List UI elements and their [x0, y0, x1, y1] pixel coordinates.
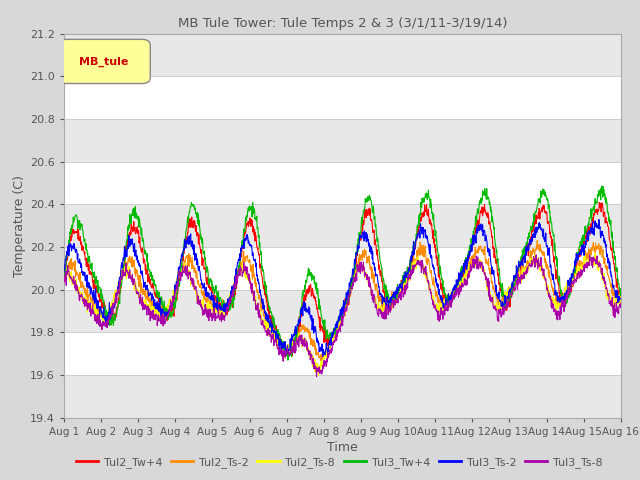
- Tul3_Ts-2: [319, 354, 327, 360]
- Line: Tul3_Ts-8: Tul3_Ts-8: [64, 255, 621, 377]
- Tul2_Ts-8: [318, 362, 326, 368]
- X-axis label: Time: Time: [327, 441, 358, 454]
- Tul3_Tw+4: [103, 309, 111, 315]
- Tul2_Ts-2: [60, 274, 68, 280]
- Legend: Tul2_Tw+4, Tul2_Ts-2, Tul2_Ts-8, Tul3_Tw+4, Tul3_Ts-2, Tul3_Ts-8: Tul2_Tw+4, Tul2_Ts-2, Tul2_Ts-8, Tul3_Tw…: [72, 452, 607, 472]
- Line: Tul2_Ts-2: Tul2_Ts-2: [64, 240, 621, 361]
- Tul2_Tw+4: [60, 270, 68, 276]
- Tul3_Ts-2: [296, 316, 304, 322]
- Tul2_Ts-8: [617, 295, 625, 301]
- Tul3_Ts-8: [103, 325, 111, 331]
- Tul2_Tw+4: [318, 327, 326, 333]
- Tul3_Ts-2: [103, 315, 111, 321]
- Tul2_Ts-2: [378, 297, 385, 302]
- Tul2_Ts-2: [617, 302, 625, 308]
- Tul3_Ts-8: [378, 308, 385, 314]
- Tul3_Ts-2: [595, 216, 603, 222]
- Tul3_Ts-8: [617, 300, 625, 306]
- Title: MB Tule Tower: Tule Temps 2 & 3 (3/1/11-3/19/14): MB Tule Tower: Tule Temps 2 & 3 (3/1/11-…: [178, 17, 507, 30]
- Tul3_Tw+4: [378, 262, 385, 268]
- Tul3_Tw+4: [297, 306, 305, 312]
- Tul2_Ts-2: [318, 352, 326, 358]
- Tul2_Ts-8: [308, 350, 316, 356]
- Bar: [64, 204, 621, 247]
- Line: Tul3_Tw+4: Tul3_Tw+4: [64, 186, 621, 360]
- Tul2_Tw+4: [297, 309, 305, 315]
- Tul3_Ts-2: [318, 343, 326, 348]
- Tul2_Ts-8: [296, 335, 304, 341]
- Tul2_Tw+4: [284, 354, 291, 360]
- Tul3_Tw+4: [284, 357, 292, 363]
- Y-axis label: Temperature (C): Temperature (C): [13, 175, 26, 276]
- Tul2_Tw+4: [595, 200, 603, 205]
- Tul2_Tw+4: [103, 312, 111, 318]
- Tul2_Ts-8: [60, 274, 68, 280]
- Tul2_Ts-8: [315, 372, 323, 378]
- Tul2_Ts-8: [126, 269, 134, 275]
- Tul3_Ts-2: [126, 243, 134, 249]
- Tul3_Ts-8: [586, 252, 593, 258]
- Tul3_Tw+4: [617, 286, 625, 291]
- Tul3_Ts-8: [318, 367, 326, 373]
- Tul3_Ts-2: [378, 294, 385, 300]
- Line: Tul2_Tw+4: Tul2_Tw+4: [64, 203, 621, 357]
- Tul3_Ts-8: [60, 272, 68, 277]
- Bar: [64, 34, 621, 76]
- Bar: [64, 289, 621, 332]
- Line: Tul2_Ts-8: Tul2_Ts-8: [64, 253, 621, 375]
- Tul3_Ts-2: [308, 313, 316, 319]
- Line: Tul3_Ts-2: Tul3_Ts-2: [64, 219, 621, 357]
- Tul3_Ts-8: [313, 374, 321, 380]
- Tul3_Tw+4: [60, 279, 68, 285]
- Tul3_Tw+4: [318, 316, 326, 322]
- FancyBboxPatch shape: [58, 39, 150, 84]
- Tul2_Ts-2: [126, 253, 134, 259]
- Tul3_Tw+4: [598, 183, 605, 189]
- Tul2_Ts-8: [378, 306, 385, 312]
- Tul2_Ts-8: [103, 318, 111, 324]
- Tul3_Ts-2: [60, 269, 68, 275]
- Tul2_Tw+4: [617, 296, 625, 301]
- Tul2_Ts-2: [533, 238, 541, 243]
- Tul3_Ts-8: [126, 267, 134, 273]
- Tul3_Tw+4: [308, 274, 316, 280]
- Tul2_Ts-2: [296, 328, 304, 334]
- Tul2_Tw+4: [378, 274, 385, 279]
- Tul2_Ts-2: [317, 358, 324, 364]
- Text: MB_tule: MB_tule: [79, 57, 129, 67]
- Tul2_Ts-8: [591, 251, 599, 256]
- Tul2_Ts-2: [308, 336, 316, 341]
- Tul2_Tw+4: [308, 290, 316, 296]
- Bar: [64, 375, 621, 418]
- Tul3_Ts-8: [296, 332, 304, 338]
- Tul3_Ts-8: [308, 352, 316, 358]
- Tul3_Tw+4: [126, 211, 134, 217]
- Tul3_Ts-2: [617, 296, 625, 302]
- Bar: [64, 119, 621, 162]
- Tul2_Tw+4: [126, 229, 134, 235]
- Tul2_Ts-2: [103, 315, 111, 321]
